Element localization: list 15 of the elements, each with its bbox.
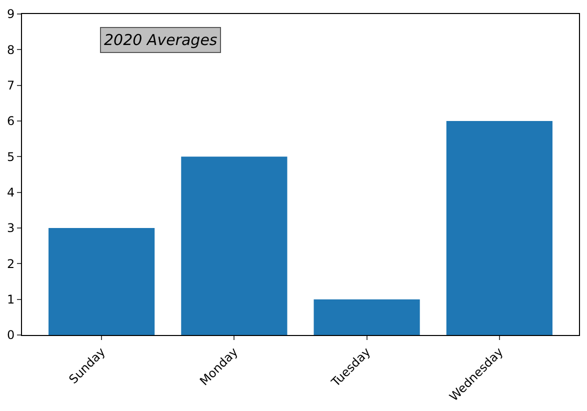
annotation: 2020 Averages: [104, 31, 218, 49]
y-tick-label: 2: [6, 256, 15, 271]
y-tick-label: 9: [6, 7, 15, 22]
y-tick-label: 1: [6, 292, 15, 307]
y-tick-label: 0: [6, 328, 15, 342]
y-tick-label: 6: [6, 114, 15, 128]
y-tick-label: 7: [6, 78, 15, 93]
y-tick-label: 8: [6, 42, 15, 57]
bar: [48, 228, 155, 335]
bar: [181, 156, 288, 335]
y-tick-label: 5: [6, 150, 15, 164]
y-tick-label: 3: [6, 221, 15, 236]
bar: [446, 121, 552, 335]
y-tick-label: 4: [6, 186, 15, 200]
bar: [314, 299, 420, 335]
